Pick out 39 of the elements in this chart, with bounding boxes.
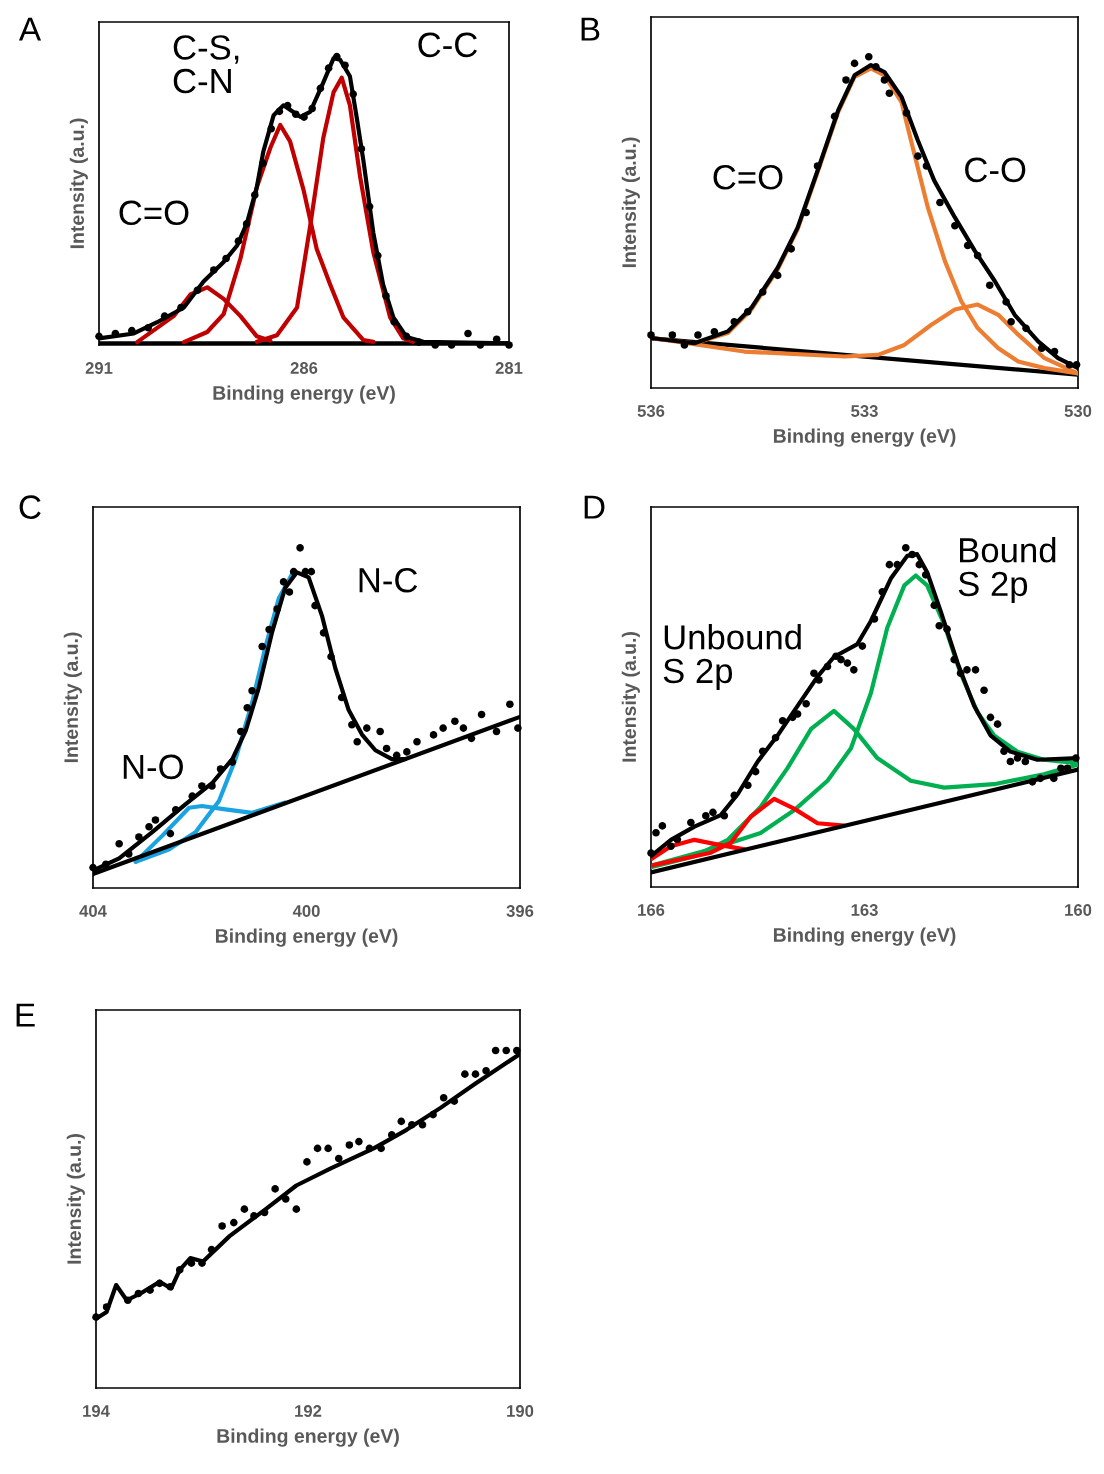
y-axis-title: Intensity (a.u.) xyxy=(621,632,640,762)
x-axis-title: Binding energy (eV) xyxy=(217,1428,399,1447)
annotation: C-C xyxy=(418,32,478,58)
annotation: N-C xyxy=(359,567,418,593)
chart-title: E xyxy=(16,1003,35,1027)
x-tick-label: 404 xyxy=(79,905,107,917)
x-tick-label: 396 xyxy=(506,905,534,917)
annotation: Bound S 2p xyxy=(958,537,1056,604)
chart-title: B xyxy=(581,17,600,41)
x-tick-label: 166 xyxy=(638,904,665,916)
annotation: C-S, C-N xyxy=(173,35,239,94)
x-axis-title: Binding energy (eV) xyxy=(215,928,398,947)
x-tick-label: 192 xyxy=(295,1405,322,1417)
chart-title: C xyxy=(19,495,41,519)
x-tick-label: 190 xyxy=(507,1405,534,1417)
x-tick-label: 281 xyxy=(495,362,523,374)
chart-title: A xyxy=(18,17,42,41)
x-axis-title: Binding energy (eV) xyxy=(213,385,395,404)
y-axis-title: Intensity (a.u.) xyxy=(69,118,88,249)
annotation: C-O xyxy=(965,157,1026,183)
chart-title: D xyxy=(584,495,605,519)
annotation: C=O xyxy=(119,200,189,226)
annotation: Unbound S 2p xyxy=(663,624,801,691)
annotation: C=O xyxy=(713,164,783,190)
x-tick-label: 160 xyxy=(1065,904,1092,916)
x-tick-label: 291 xyxy=(85,362,113,374)
y-axis-title: Intensity (a.u.) xyxy=(63,632,82,763)
x-tick-label: 400 xyxy=(292,905,320,917)
y-axis-title: Intensity (a.u.) xyxy=(621,137,640,268)
x-tick-label: 286 xyxy=(290,362,318,374)
x-axis-title: Binding energy (eV) xyxy=(773,428,956,447)
x-axis-title: Binding energy (eV) xyxy=(773,927,956,946)
x-tick-label: 536 xyxy=(637,405,665,417)
x-tick-label: 530 xyxy=(1064,405,1092,417)
x-tick-label: 163 xyxy=(851,904,878,916)
y-axis-title: Intensity (a.u.) xyxy=(66,1134,85,1264)
x-tick-label: 533 xyxy=(851,405,878,417)
x-tick-label: 194 xyxy=(83,1405,110,1417)
annotation: N-O xyxy=(123,754,183,780)
